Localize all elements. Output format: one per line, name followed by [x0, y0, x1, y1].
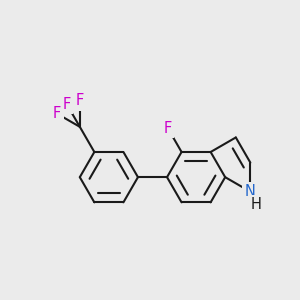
Text: F: F — [63, 97, 71, 112]
Text: H: H — [251, 197, 262, 212]
Text: N: N — [245, 184, 256, 199]
Text: F: F — [76, 93, 84, 108]
Text: F: F — [53, 106, 61, 121]
Text: F: F — [164, 121, 172, 136]
